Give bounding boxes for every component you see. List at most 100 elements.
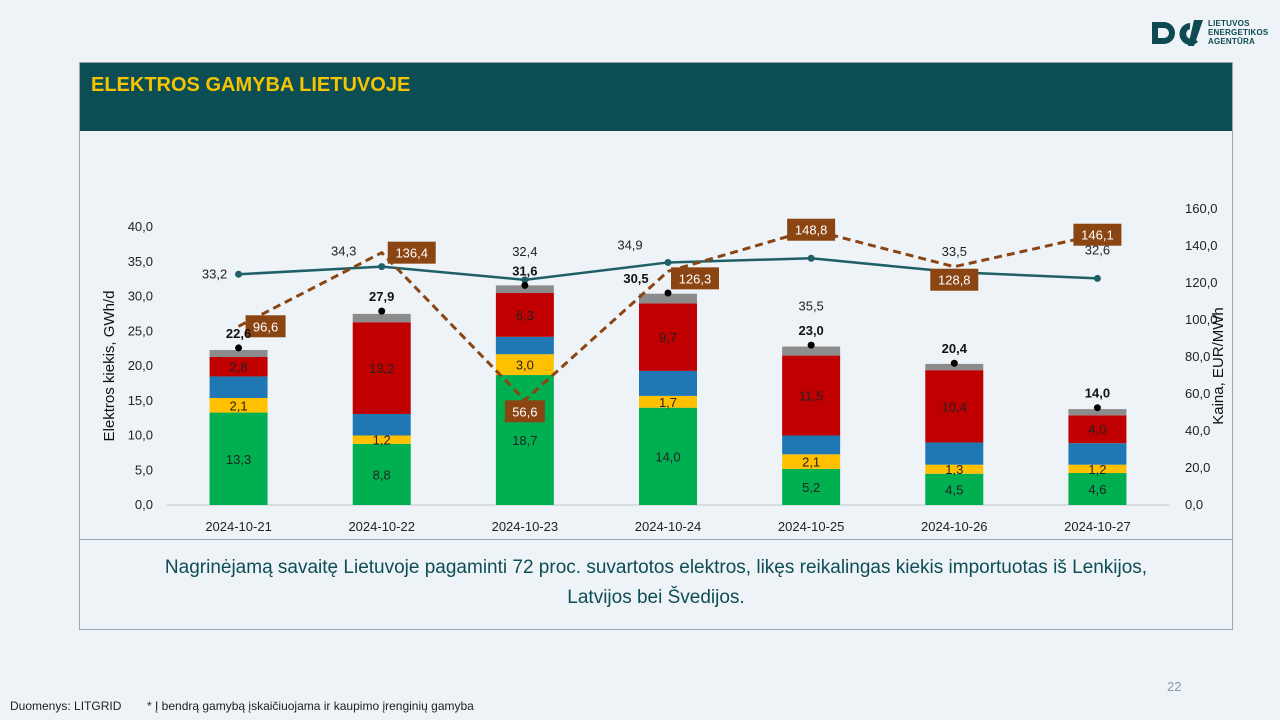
y2-tick-label: 20,0 [1185,460,1210,475]
bar-value-label: 1,2 [373,433,391,448]
bar-segment [495,293,554,337]
bar-segment [639,407,697,505]
y2-tick-label: 160,0 [1185,201,1218,216]
bar-segment [495,285,554,294]
price-value-label: 136,4 [395,246,428,261]
total-point [950,359,958,367]
y-axis-label: Elektros kiekis, GWh/d [101,291,118,442]
bar-segment [782,454,841,469]
bar-segment [1068,464,1127,474]
y2-tick-label: 60,0 [1185,386,1210,401]
bar-value-label: 5,2 [802,480,820,495]
price-value-label: 148,8 [795,223,828,238]
y2-tick-label: 100,0 [1185,312,1218,327]
price-label-box [387,241,436,264]
y-tick-label: 30,0 [128,289,153,304]
bar-segment [639,303,697,371]
y2-tick-label: 120,0 [1185,275,1218,290]
price-value-label: 126,3 [679,271,712,286]
total-point [235,344,243,352]
bar-value-label: 3,0 [516,358,534,373]
bar-segment [782,346,841,356]
price-label-box [1073,223,1122,246]
price-value-label: 128,8 [938,273,971,288]
total-value-label: 20,4 [942,341,968,356]
demand-value-label: 34,3 [331,244,356,259]
x-tick-label: 2024-10-21 [205,519,271,534]
y-tick-label: 15,0 [128,393,153,408]
price-label-box [245,315,286,338]
bar-segment [1068,415,1127,444]
bar-value-label: 6,3 [516,308,534,323]
x-tick-label: 2024-10-25 [778,519,845,534]
bar-value-label: 4,6 [1088,482,1106,497]
electricity-production-chart: 0,0 5,0 10,0 15,0 20,0 25,0 30,0 35,0 40,0 0,0 20,… [101,201,1227,591]
y2-axis-label: Kaina, EUR/MWh [1210,307,1227,425]
bar-value-label: 18,7 [512,433,537,448]
demand-point [807,254,815,262]
x-tick-label: 2024-10-26 [921,519,988,534]
demand-point [235,270,243,278]
bar-value-label: 14,0 [655,449,680,464]
bar-segment [925,370,984,443]
bar-value-label: 9,7 [659,330,677,345]
y-tick-label: 0,0 [135,497,153,512]
bar-segment [782,355,841,436]
demand-value-label: 34,9 [617,237,642,252]
total-point [521,281,529,289]
y2-tick-label: 40,0 [1185,423,1210,438]
y-tick-label: 25,0 [128,323,153,338]
y2-tick-label: 140,0 [1185,238,1218,253]
y2-tick-label: 80,0 [1185,349,1210,364]
bar-segment [1068,443,1127,465]
bar-segment [495,336,554,355]
logo-text: LIETUVOS ENERGETIKOS AGENTŪRA [1208,19,1269,46]
y-tick-label: 5,0 [135,462,153,477]
bar-segment [352,322,411,414]
footnote: * Į bendrą gamybą įskaičiuojama ir kaupi… [147,699,474,713]
y-tick-label: 35,0 [128,254,153,269]
x-tick-label: 2024-10-27 [1064,519,1131,534]
summary-text: Nagrinėjamą savaitę Lietuvoje pagaminti … [80,553,1232,613]
demand-value-label: 32,4 [512,244,537,259]
bar-segment [639,370,697,396]
price-value-label: 56,6 [512,404,537,419]
total-value-label: 22,6 [226,326,251,341]
bar-segment [209,350,268,357]
bar-segment [1068,473,1127,505]
price-label-box [671,267,719,290]
bar-value-label: 10,4 [942,399,967,414]
bar-value-label: 11,5 [799,389,823,404]
total-point [378,307,386,315]
demand-value-label: 33,5 [942,244,967,259]
total-point [807,341,815,349]
demand-point [521,276,529,284]
content-panel: ELEKTROS GAMYBA LIETUVOJE 0,0 5,0 10,0 15,0… [79,62,1233,630]
bar-segment [495,375,554,505]
bar-segment [782,468,841,505]
bar-value-label: 4,5 [945,482,963,497]
bar-segment [352,413,411,436]
bar-segment [925,442,984,465]
total-point [664,289,672,297]
bar-value-label: 2,1 [230,398,248,413]
x-tick-label: 2024-10-23 [492,519,559,534]
bar-segment [209,397,268,413]
bar-segment [925,363,984,371]
total-value-label: 30,5 [623,271,648,286]
bar-segment [925,464,984,474]
y-tick-label: 20,0 [128,358,153,373]
summary-line-2: Latvijos bei Švedijos. [567,587,745,608]
bar-segment [352,313,411,323]
y2-tick-label: 0,0 [1185,497,1203,512]
bar-segment [209,376,268,398]
summary-line-1: Nagrinėjamą savaitę Lietuvoje pagaminti … [164,557,1148,578]
bar-segment [495,354,554,376]
bar-segment [352,443,411,505]
data-source: Duomenys: LITGRID [10,699,122,713]
total-value-label: 27,9 [369,289,394,304]
demand-value-label: 32,6 [1085,242,1110,257]
total-value-label: 31,6 [512,263,537,278]
price-value-label: 96,6 [253,319,278,334]
total-value-label: 23,0 [798,323,823,338]
